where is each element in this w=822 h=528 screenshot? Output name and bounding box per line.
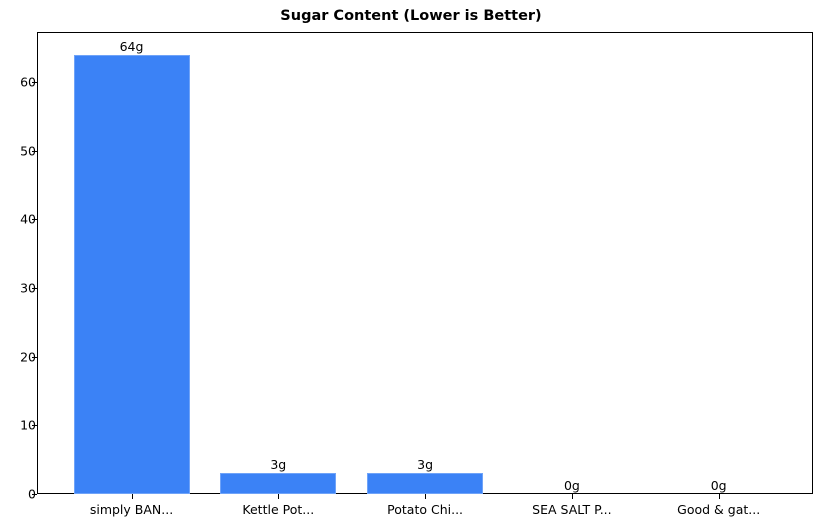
y-tick-mark [32, 82, 37, 83]
x-tick-label: Good & gat... [677, 502, 761, 517]
x-tick-mark [425, 494, 427, 499]
x-tick-mark [571, 494, 573, 499]
y-tick-mark [32, 356, 37, 358]
x-tick-label: simply BAN... [89, 502, 174, 517]
bar-value-label: 0g [563, 478, 580, 493]
x-tick-label: Kettle Pot... [242, 502, 315, 517]
y-tick-mark [32, 150, 37, 152]
y-tick-mark [32, 288, 37, 289]
x-tick-mark [278, 494, 280, 499]
y-tick-label: 40 [20, 211, 36, 227]
bar [367, 473, 484, 494]
x-tick-mark [131, 494, 133, 499]
y-tick-label: 20 [20, 349, 36, 365]
bar [73, 54, 190, 494]
bar-value-label: 0g [710, 478, 727, 493]
y-tick-mark [32, 425, 37, 427]
x-tick-mark [718, 494, 720, 499]
y-tick-mark [32, 219, 37, 221]
chart-title: Sugar Content (Lower is Better) [280, 8, 542, 24]
y-tick-label: 10 [20, 417, 36, 433]
bar [220, 473, 337, 494]
x-tick-label: SEA SALT P... [532, 502, 612, 517]
y-tick-label: 60 [20, 74, 36, 90]
bar-value-label: 64g [119, 38, 144, 54]
y-tick-label: 50 [20, 143, 36, 159]
y-tick-label: 30 [20, 280, 36, 296]
y-tick-mark [32, 494, 37, 495]
bar-value-label: 3g [270, 457, 287, 473]
x-tick-label: Potato Chi... [387, 502, 464, 517]
bar-value-label: 3g [417, 457, 434, 473]
